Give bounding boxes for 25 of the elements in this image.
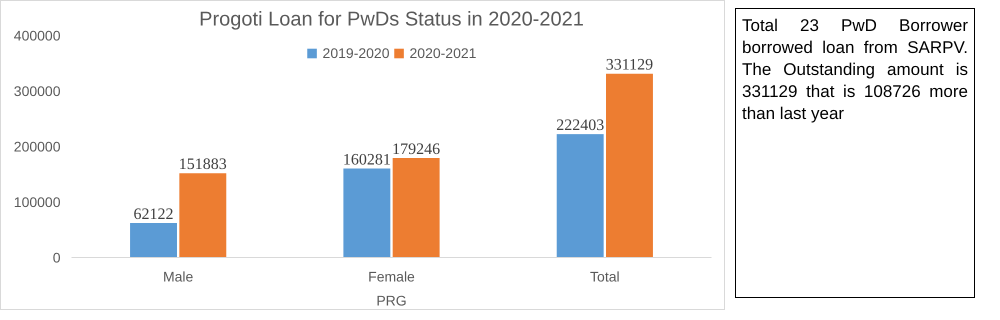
x-axis-title: PRG [376, 292, 407, 308]
bar [179, 173, 226, 258]
y-tick-label: 0 [52, 250, 61, 266]
bar [130, 223, 177, 258]
y-tick-label: 100000 [14, 194, 61, 210]
bar [343, 168, 390, 258]
y-tick-label: 200000 [14, 138, 61, 154]
bar [556, 134, 604, 258]
legend-label: 2019-2020 [322, 45, 390, 61]
data-label: 62122 [134, 206, 174, 224]
data-label: 160281 [342, 152, 391, 169]
data-label: 222403 [556, 117, 604, 134]
legend-label: 2020-2021 [410, 45, 476, 61]
text: Total 23 PwD Borrower borrowed loan from SARPV. The Outstanding amount is 331129 that is 108726 more than last year [742, 15, 968, 126]
bar [606, 74, 653, 258]
bar [392, 158, 440, 258]
x-tick-label: Total [590, 268, 620, 284]
y-tick-label: 300000 [14, 83, 61, 99]
data-label: 331129 [606, 56, 654, 74]
chart-title: Progoti Loan for PwDs Status in 2020-2021 [199, 8, 584, 30]
data-label: 151883 [178, 156, 227, 174]
x-tick-label: Male [162, 268, 194, 284]
data-label: 179246 [392, 141, 440, 158]
x-tick-label: Female [368, 268, 416, 284]
y-tick-label: 400000 [14, 28, 61, 44]
